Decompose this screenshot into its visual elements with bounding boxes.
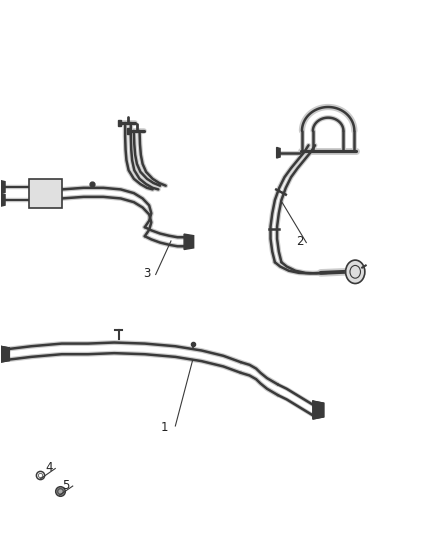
Polygon shape	[118, 120, 121, 126]
Polygon shape	[277, 148, 280, 158]
Polygon shape	[127, 128, 131, 134]
Polygon shape	[184, 234, 194, 249]
Polygon shape	[1, 181, 5, 193]
Polygon shape	[1, 193, 5, 206]
Text: 2: 2	[296, 235, 304, 248]
Polygon shape	[313, 401, 324, 419]
Text: 4: 4	[45, 461, 53, 474]
Text: 3: 3	[143, 267, 151, 280]
Polygon shape	[1, 346, 10, 362]
Circle shape	[346, 260, 365, 284]
Text: 1: 1	[161, 421, 168, 434]
Text: 5: 5	[63, 479, 70, 492]
Bar	[29, 179, 62, 208]
